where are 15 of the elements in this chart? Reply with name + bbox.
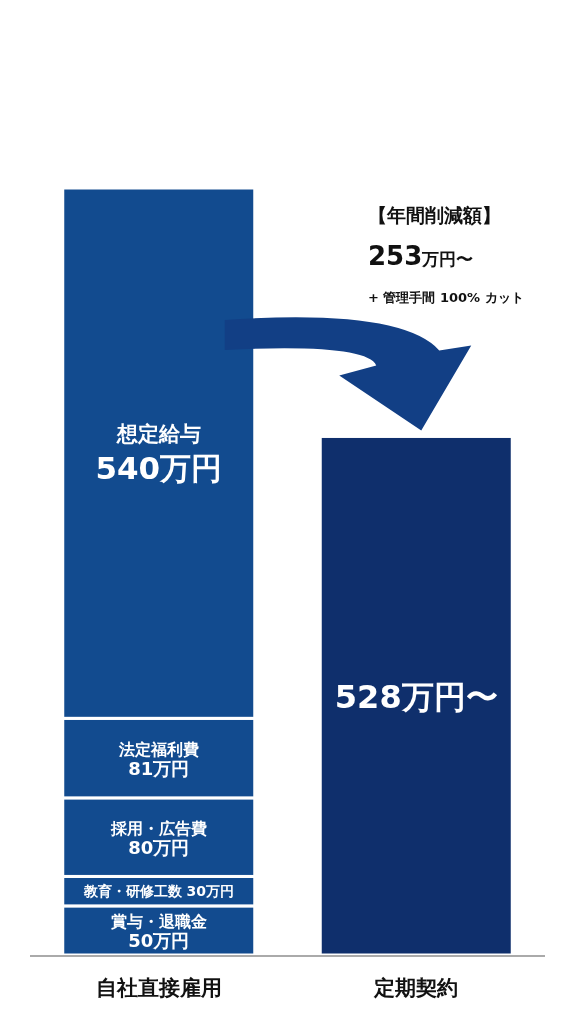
annotation: + 管理手間 100% カット bbox=[368, 290, 524, 305]
text: 教育・研修工数 30万円 bbox=[83, 883, 234, 900]
data-label: 540万円 bbox=[95, 450, 223, 487]
data-label: 528万円〜 bbox=[334, 677, 498, 716]
x-tick-label: 自社直接雇用 bbox=[95, 976, 222, 1000]
data-label: 81万円 bbox=[128, 758, 190, 780]
x-tick-label: 定期契約 bbox=[373, 976, 459, 1000]
series-label: 法定福利費 bbox=[117, 740, 199, 760]
data-label: 80万円 bbox=[128, 837, 190, 859]
series-label: 賞与・退職金 bbox=[110, 912, 207, 932]
data-label: 50万円 bbox=[128, 930, 190, 952]
series-label: 採用・広告費 bbox=[109, 819, 207, 839]
annotation: 【年間削減額】 bbox=[368, 204, 501, 226]
series-label: 想定給与 bbox=[115, 422, 201, 447]
annotation: 253万円〜 bbox=[368, 241, 474, 271]
